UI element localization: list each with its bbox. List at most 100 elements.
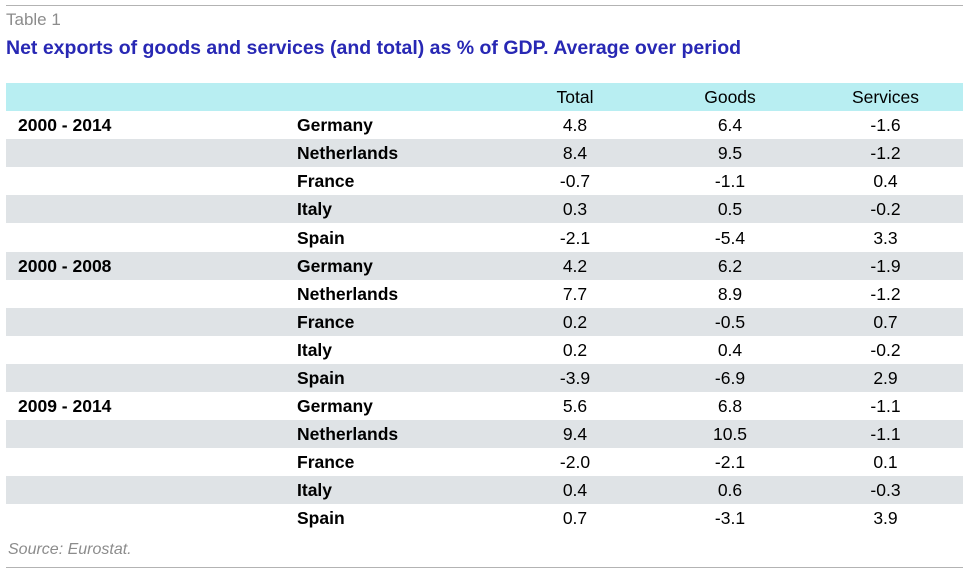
- table-row: Italy 0.3 0.5 -0.2: [6, 195, 963, 224]
- table-row: France 0.2 -0.5 0.7: [6, 307, 963, 336]
- total-cell: 0.2: [562, 339, 588, 360]
- country-cell: Germany: [297, 255, 373, 276]
- goods-cell: -6.9: [714, 367, 746, 388]
- table-row: 2009 - 2014 Germany 5.6 6.8 -1.1: [6, 392, 963, 420]
- table-row: Spain -3.9 -6.9 2.9: [6, 363, 963, 393]
- country-cell: Italy: [297, 480, 333, 501]
- period-cell: 2000 - 2014: [18, 115, 112, 136]
- country-cell: Spain: [297, 508, 345, 529]
- goods-cell: 0.6: [717, 480, 743, 501]
- services-cell: 0.4: [873, 171, 898, 192]
- services-cell: -1.1: [870, 424, 901, 445]
- country-cell: Netherlands: [297, 283, 399, 304]
- goods-cell: -1.1: [714, 171, 746, 192]
- data-table: Total Goods Services 2000 - 2014 Germany 4…: [6, 83, 963, 533]
- total-cell: 4.2: [562, 255, 588, 276]
- goods-cell: 0.4: [717, 339, 743, 360]
- table-row: Spain 0.7 -3.1 3.9: [6, 504, 963, 532]
- period-cell: [6, 195, 297, 223]
- country-cell: Netherlands: [297, 424, 399, 445]
- total-cell: 4.8: [562, 115, 588, 136]
- services-cell: 0.1: [873, 452, 898, 473]
- period-cell: [6, 223, 297, 251]
- period-cell: [6, 364, 297, 392]
- country-cell: France: [297, 452, 355, 473]
- total-cell: 0.3: [562, 199, 588, 220]
- services-cell: 0.7: [873, 311, 898, 332]
- period-cell: [6, 504, 297, 532]
- country-cell: Germany: [297, 396, 373, 417]
- header-services: Services: [851, 87, 920, 108]
- services-cell: -1.6: [870, 115, 901, 136]
- table-row: 2000 - 2014 Germany 4.8 6.4 -1.6: [6, 111, 963, 139]
- goods-cell: -3.1: [714, 508, 746, 529]
- header-goods: Goods: [704, 87, 756, 108]
- total-cell: 0.7: [562, 508, 588, 529]
- table-row: Italy 0.2 0.4 -0.2: [6, 336, 963, 364]
- table-row: Netherlands 7.7 8.9 -1.2: [6, 280, 963, 308]
- country-cell: Netherlands: [297, 143, 399, 164]
- header-country: [297, 83, 498, 111]
- country-cell: Italy: [297, 339, 333, 360]
- period-cell: [6, 167, 297, 195]
- goods-cell: 0.5: [717, 199, 743, 220]
- goods-cell: 10.5: [712, 424, 748, 445]
- goods-cell: 8.9: [717, 283, 743, 304]
- services-cell: -1.1: [870, 396, 901, 417]
- total-cell: 0.4: [562, 480, 588, 501]
- services-cell: 3.9: [873, 508, 898, 529]
- table-body: 2000 - 2014 Germany 4.8 6.4 -1.6 Netherlands 8…: [6, 111, 963, 532]
- period-cell: [6, 280, 297, 308]
- total-cell: 7.7: [562, 283, 588, 304]
- period-cell: [6, 476, 297, 504]
- goods-cell: 6.8: [717, 396, 743, 417]
- total-cell: 9.4: [562, 424, 588, 445]
- header-total: Total: [556, 87, 594, 108]
- total-cell: -2.1: [559, 227, 591, 248]
- period-cell: 2009 - 2014: [18, 396, 112, 417]
- country-cell: Italy: [297, 199, 333, 220]
- total-cell: -0.7: [559, 171, 591, 192]
- goods-cell: 6.2: [717, 255, 743, 276]
- services-cell: -0.2: [870, 199, 901, 220]
- country-cell: Spain: [297, 367, 345, 388]
- table-title: Net exports of goods and services (and t…: [6, 37, 742, 59]
- services-cell: -1.2: [870, 143, 901, 164]
- goods-cell: -2.1: [714, 452, 746, 473]
- source-note: Source: Eurostat.: [8, 541, 132, 558]
- period-cell: [6, 139, 297, 167]
- table-row: Netherlands 8.4 9.5 -1.2: [6, 139, 963, 168]
- table-row: France -0.7 -1.1 0.4: [6, 167, 963, 195]
- country-cell: France: [297, 171, 355, 192]
- services-cell: 2.9: [873, 367, 898, 388]
- period-cell: [6, 448, 297, 476]
- total-cell: 0.2: [562, 311, 588, 332]
- period-cell: [6, 308, 297, 336]
- services-cell: -0.3: [870, 480, 901, 501]
- services-cell: 3.3: [873, 227, 898, 248]
- table-label: Table 1: [6, 10, 61, 29]
- total-cell: -3.9: [559, 367, 591, 388]
- period-cell: [6, 336, 297, 364]
- country-cell: Germany: [297, 115, 373, 136]
- table-row: 2000 - 2008 Germany 4.2 6.2 -1.9: [6, 251, 963, 280]
- services-cell: -1.9: [870, 255, 901, 276]
- country-cell: Spain: [297, 227, 345, 248]
- table-header: Total Goods Services: [6, 83, 963, 112]
- header-row: Total Goods Services: [6, 83, 963, 112]
- period-cell: 2000 - 2008: [18, 255, 112, 276]
- top-rule: [6, 5, 963, 6]
- country-cell: France: [297, 311, 355, 332]
- goods-cell: 9.5: [717, 143, 743, 164]
- table-row: Italy 0.4 0.6 -0.3: [6, 476, 963, 505]
- total-cell: -2.0: [559, 452, 591, 473]
- bottom-rule: [6, 567, 963, 568]
- period-cell: [6, 420, 297, 448]
- table-row: Spain -2.1 -5.4 3.3: [6, 223, 963, 251]
- goods-cell: 6.4: [717, 115, 743, 136]
- table-row: France -2.0 -2.1 0.1: [6, 448, 963, 476]
- table-row: Netherlands 9.4 10.5 -1.1: [6, 420, 963, 449]
- services-cell: -1.2: [870, 283, 901, 304]
- goods-cell: -5.4: [714, 227, 746, 248]
- total-cell: 5.6: [562, 396, 588, 417]
